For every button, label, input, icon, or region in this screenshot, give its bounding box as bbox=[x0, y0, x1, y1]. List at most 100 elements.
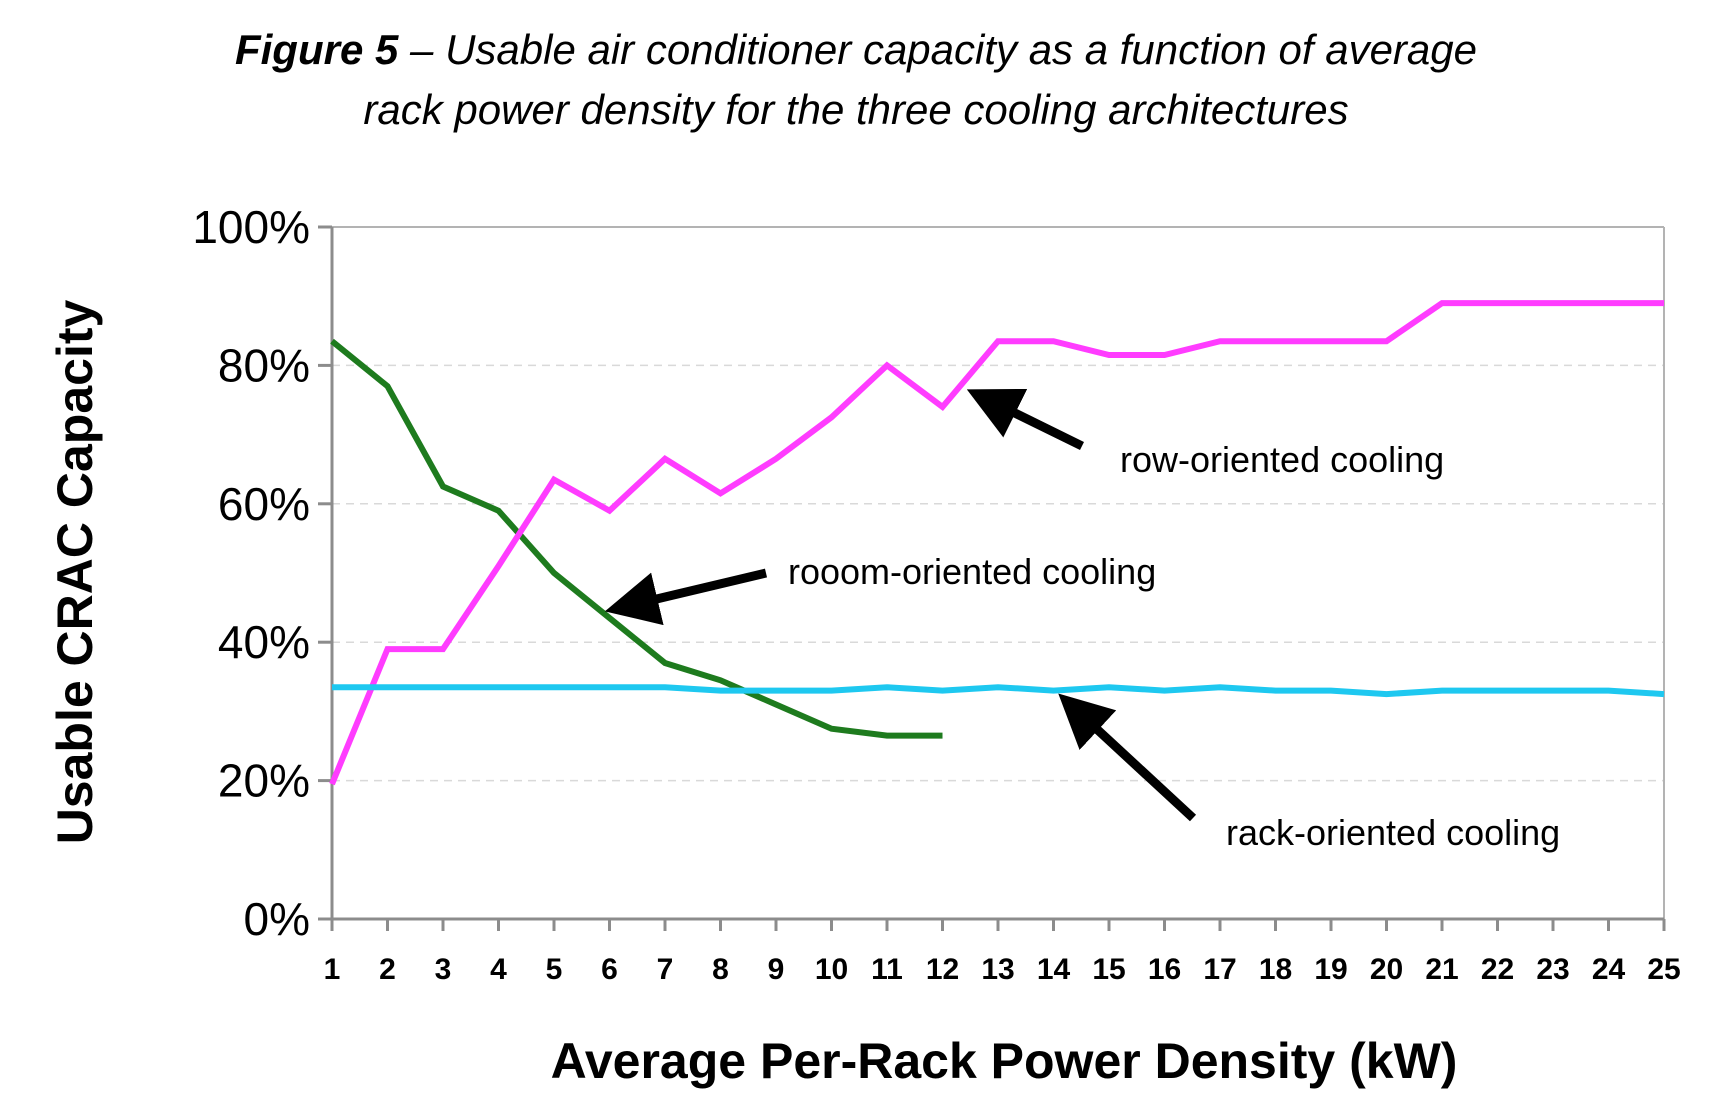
annotations: row-oriented cooling rooom-oriented cooli… bbox=[604, 388, 1560, 853]
data-point-rooomoriented bbox=[443, 486, 444, 487]
x-tick-label: 13 bbox=[981, 953, 1014, 986]
x-tick-label: 20 bbox=[1370, 953, 1403, 986]
data-point-rackoriented bbox=[1442, 690, 1443, 691]
data-point-roworiented bbox=[498, 566, 499, 567]
annotation-arrow bbox=[604, 568, 768, 626]
series-line-roworiented bbox=[329, 300, 1664, 786]
figure-caption: Figure 5 – Usable air conditioner capaci… bbox=[0, 20, 1712, 140]
data-point-rackoriented bbox=[942, 690, 943, 691]
x-tick-label: 1 bbox=[324, 953, 341, 986]
data-point-rooomoriented bbox=[942, 735, 943, 736]
data-point-roworiented bbox=[1331, 341, 1332, 342]
data-point-roworiented bbox=[998, 341, 999, 342]
data-point-roworiented bbox=[665, 458, 666, 459]
y-tick-label: 60% bbox=[218, 478, 310, 530]
data-point-rooomoriented bbox=[887, 735, 888, 736]
x-tick-label: 3 bbox=[435, 953, 452, 986]
data-point-roworiented bbox=[387, 649, 388, 650]
data-point-rackoriented bbox=[1220, 687, 1221, 688]
data-point-rooomoriented bbox=[554, 573, 555, 574]
caption-separator: – bbox=[398, 26, 446, 73]
x-tick-label: 24 bbox=[1592, 953, 1626, 986]
x-tick-label: 25 bbox=[1647, 953, 1680, 986]
data-point-roworiented bbox=[1553, 303, 1554, 304]
x-tick-label: 8 bbox=[712, 953, 729, 986]
y-tick-label: 0% bbox=[244, 893, 310, 945]
data-point-rackoriented bbox=[720, 690, 721, 691]
data-point-roworiented bbox=[1109, 355, 1110, 356]
data-point-rackoriented bbox=[443, 687, 444, 688]
x-tick-label: 5 bbox=[546, 953, 563, 986]
data-point-rooomoriented bbox=[720, 680, 721, 681]
x-tick-label: 2 bbox=[379, 953, 396, 986]
annotation-label: row-oriented cooling bbox=[1120, 439, 1444, 480]
data-point-rooomoriented bbox=[831, 728, 832, 729]
annotation-label: rack-oriented cooling bbox=[1226, 812, 1560, 853]
y-tick-label: 100% bbox=[192, 201, 310, 253]
x-tick-label: 21 bbox=[1425, 953, 1458, 986]
data-point-roworiented bbox=[1275, 341, 1276, 342]
data-point-roworiented bbox=[1164, 355, 1165, 356]
y-tick-label: 40% bbox=[218, 616, 310, 668]
data-point-roworiented bbox=[443, 649, 444, 650]
data-point-roworiented bbox=[720, 493, 721, 494]
x-tick-label: 7 bbox=[657, 953, 674, 986]
data-point-rackoriented bbox=[998, 687, 999, 688]
data-point-rackoriented bbox=[498, 687, 499, 688]
data-point-rooomoriented bbox=[665, 662, 666, 663]
data-point-rackoriented bbox=[1164, 690, 1165, 691]
data-point-roworiented bbox=[887, 365, 888, 366]
y-tick-label: 20% bbox=[218, 755, 310, 807]
data-point-rackoriented bbox=[1553, 690, 1554, 691]
data-point-rackoriented bbox=[332, 687, 333, 688]
data-point-roworiented bbox=[1386, 341, 1387, 342]
data-point-roworiented bbox=[609, 510, 610, 511]
data-point-rackoriented bbox=[1109, 687, 1110, 688]
data-point-roworiented bbox=[1442, 303, 1443, 304]
x-tick-label: 9 bbox=[768, 953, 785, 986]
data-point-rackoriented bbox=[1053, 690, 1054, 691]
data-point-rackoriented bbox=[1386, 694, 1387, 695]
x-axis-title: Average Per-Rack Power Density (kW) bbox=[551, 1033, 1458, 1089]
x-tick-label: 19 bbox=[1314, 953, 1347, 986]
data-point-rackoriented bbox=[1608, 690, 1609, 691]
data-point-rackoriented bbox=[387, 687, 388, 688]
annotation-arrow bbox=[1058, 693, 1197, 822]
x-tick-label: 22 bbox=[1481, 953, 1514, 986]
data-point-rackoriented bbox=[1331, 690, 1332, 691]
data-point-rooomoriented bbox=[498, 510, 499, 511]
tick-labels: 0%20%40%60%80%100%1 2 3 4 5 6 7 8 9 10 11 12 13 14 15 1… bbox=[192, 201, 1680, 986]
data-point-roworiented bbox=[942, 406, 943, 407]
data-point-roworiented bbox=[1053, 341, 1054, 342]
data-point-roworiented bbox=[831, 417, 832, 418]
data-point-roworiented bbox=[1664, 303, 1665, 304]
x-tick-label: 6 bbox=[601, 953, 618, 986]
x-tick-label: 17 bbox=[1203, 953, 1236, 986]
data-point-rackoriented bbox=[776, 690, 777, 691]
figure-label: Figure 5 bbox=[234, 26, 399, 73]
x-tick-label: 10 bbox=[815, 953, 848, 986]
annotation-arrow bbox=[966, 388, 1084, 451]
gridlines bbox=[332, 364, 1664, 782]
data-point-roworiented bbox=[1220, 341, 1221, 342]
x-tick-label: 14 bbox=[1037, 953, 1071, 986]
y-axis-title: Usable CRAC Capacity bbox=[47, 300, 103, 845]
series-lines bbox=[329, 300, 1665, 786]
data-point-rooomoriented bbox=[387, 386, 388, 387]
data-point-rackoriented bbox=[887, 687, 888, 688]
x-tick-label: 4 bbox=[490, 953, 507, 986]
y-tick-label: 80% bbox=[218, 339, 310, 391]
data-point-rackoriented bbox=[665, 687, 666, 688]
caption-text-1: Usable air conditioner capacity as a fun… bbox=[445, 26, 1477, 73]
x-tick-label: 15 bbox=[1092, 953, 1125, 986]
data-point-roworiented bbox=[1608, 303, 1609, 304]
annotation-label: rooom-oriented cooling bbox=[788, 551, 1156, 592]
x-tick-label: 23 bbox=[1536, 953, 1569, 986]
data-point-rackoriented bbox=[1497, 690, 1498, 691]
data-point-roworiented bbox=[1497, 303, 1498, 304]
series-line-rackoriented bbox=[332, 684, 1665, 698]
data-point-rackoriented bbox=[609, 687, 610, 688]
data-point-rackoriented bbox=[1664, 694, 1665, 695]
data-point-roworiented bbox=[554, 479, 555, 480]
x-tick-label: 18 bbox=[1259, 953, 1292, 986]
